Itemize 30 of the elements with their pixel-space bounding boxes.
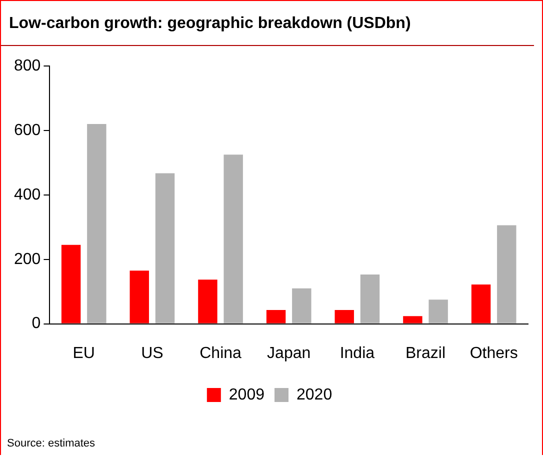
- y-tick-label: 800: [14, 57, 41, 74]
- legend-label: 2009: [228, 386, 265, 404]
- x-tick-label: India: [340, 344, 375, 362]
- y-tick-label: 0: [32, 315, 41, 332]
- bar: [471, 284, 491, 324]
- bar: [334, 310, 354, 324]
- bar: [224, 154, 243, 324]
- bar: [497, 225, 516, 324]
- x-tick-label: Others: [470, 344, 518, 362]
- bar: [61, 244, 81, 324]
- x-tick-label: Japan: [267, 344, 311, 362]
- bar: [198, 280, 218, 324]
- source-note: Source: estimates: [7, 438, 96, 450]
- y-tick-label: 200: [14, 250, 41, 268]
- y-tick-label: 600: [14, 122, 41, 139]
- chart-title: Low-carbon growth: geographic breakdown (USDbn): [1, 1, 534, 46]
- bar: [403, 316, 422, 324]
- y-tick-label: 400: [14, 186, 41, 204]
- bar: [155, 173, 175, 324]
- x-tick-label: US: [141, 344, 164, 362]
- legend-label: 2020: [296, 386, 332, 404]
- bar: [360, 274, 380, 324]
- bar: [130, 270, 149, 324]
- bar: [292, 288, 312, 324]
- x-tick-label: EU: [72, 344, 95, 362]
- bar: [428, 300, 448, 324]
- bar: [266, 310, 286, 324]
- x-tick-label: China: [200, 344, 242, 362]
- bar: [87, 124, 106, 324]
- x-tick-label: Brazil: [406, 344, 446, 362]
